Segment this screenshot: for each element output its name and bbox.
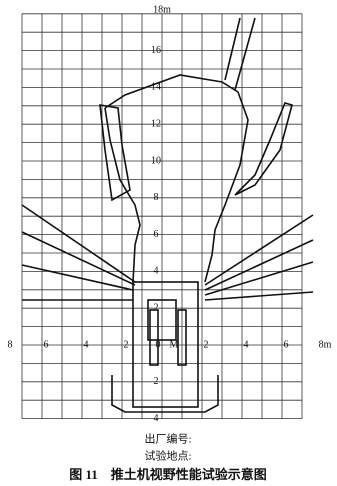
top-label: 18m (153, 4, 171, 15)
blind-outline-left (104, 107, 141, 283)
ray (204, 239, 314, 291)
x-label: 2 (204, 339, 209, 350)
x-label: 8m (319, 339, 332, 350)
grid (21, 13, 303, 420)
y-label: 4 (154, 266, 159, 277)
labels: 18m 0 M 16 14 12 10 8 6 4 2 2 4 8 6 4 2 2 4 6 8m (8, 4, 332, 424)
machine-label: M (170, 339, 179, 350)
x-label: 4 (244, 339, 249, 350)
y-label: 14 (151, 82, 161, 93)
ray (204, 214, 314, 286)
machine-body (132, 281, 199, 408)
ray (204, 261, 314, 296)
y-label: 16 (151, 45, 161, 56)
ray (21, 264, 134, 291)
visibility-outlines (21, 17, 314, 301)
ray (224, 17, 241, 81)
caption: 图 11 推土机视野性能试验示意图 (69, 467, 267, 482)
footer-line: 试验地点: (144, 449, 191, 463)
origin-label: 0 (156, 339, 161, 350)
y-label: 8 (154, 192, 159, 203)
track (149, 309, 159, 366)
ray (204, 291, 314, 301)
track (177, 309, 187, 366)
ray (21, 231, 136, 286)
blind-outline-top (104, 74, 249, 283)
y-label: 10 (151, 155, 161, 166)
ray (21, 204, 136, 283)
y-label: 2 (154, 302, 159, 313)
x-label: 4 (84, 339, 89, 350)
y-label: 2 (154, 376, 159, 387)
y-label: 6 (154, 229, 159, 240)
y-label: 12 (151, 118, 161, 129)
blade (111, 375, 219, 413)
x-label: 6 (284, 339, 289, 350)
left-window (99, 104, 131, 202)
right-window (234, 102, 293, 196)
x-label: 2 (124, 339, 129, 350)
ray (234, 17, 256, 91)
machine (111, 281, 219, 413)
x-label: 8 (8, 339, 13, 350)
x-label: 6 (44, 339, 49, 350)
y-label: 4 (154, 413, 159, 424)
footer-line: 出厂编号: (144, 432, 191, 446)
cab (147, 299, 177, 341)
